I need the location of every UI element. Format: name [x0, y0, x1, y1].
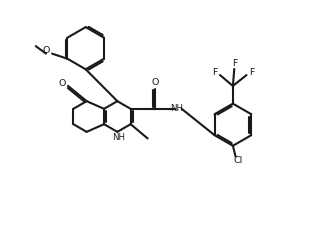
Text: NH: NH — [171, 104, 183, 113]
Text: O: O — [42, 46, 50, 55]
Text: F: F — [232, 59, 238, 68]
Text: F: F — [212, 68, 218, 77]
Text: O: O — [151, 79, 159, 87]
Text: Cl: Cl — [234, 155, 243, 165]
Text: O: O — [58, 79, 66, 88]
Text: NH: NH — [112, 134, 125, 142]
Text: F: F — [249, 68, 254, 77]
